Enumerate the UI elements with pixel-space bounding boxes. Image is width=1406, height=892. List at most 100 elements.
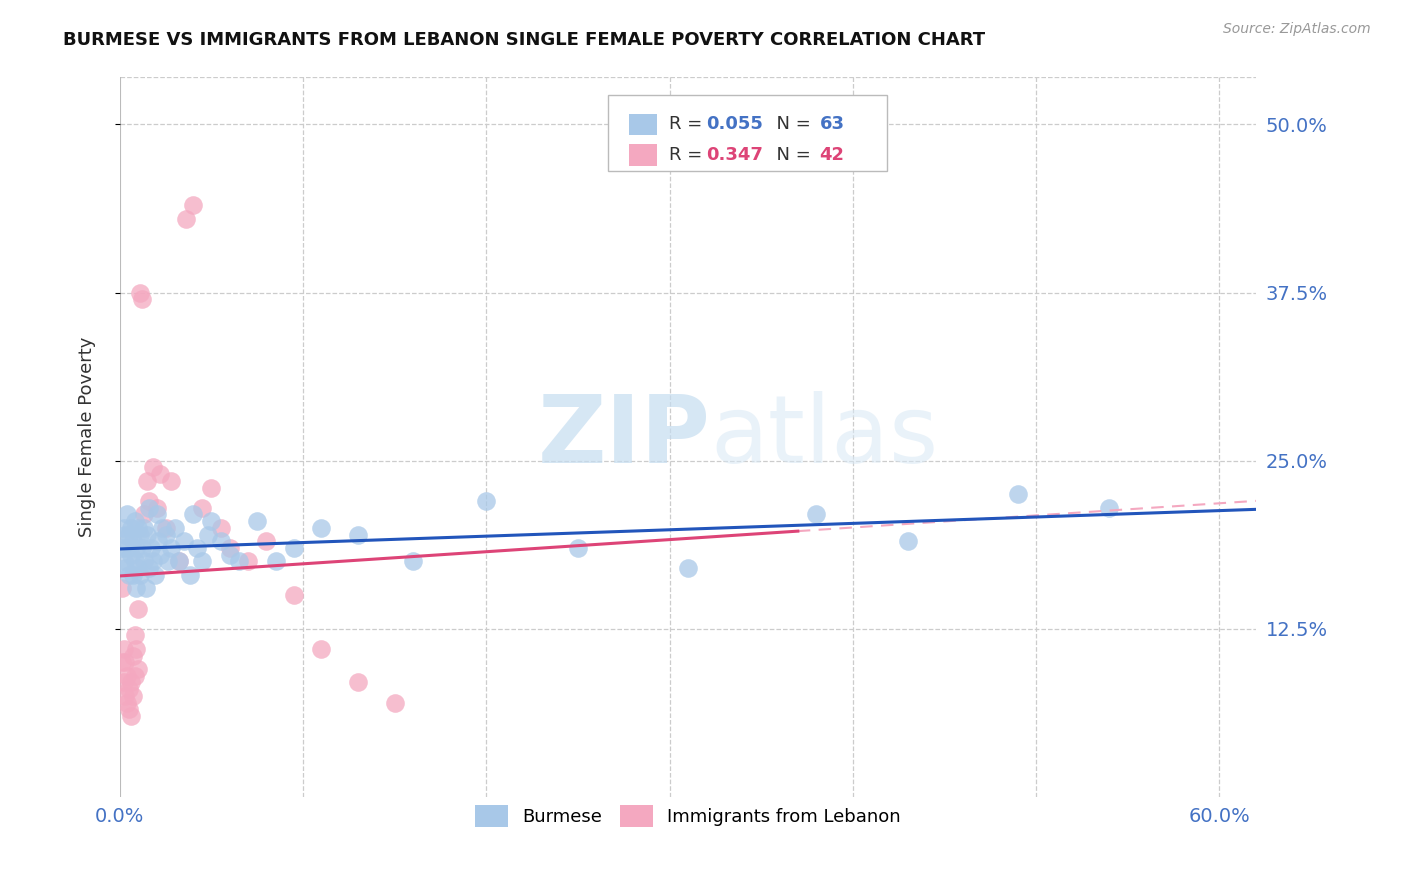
Point (246, 514, 269, 528)
Point (120, 548, 142, 562)
Point (132, 521, 155, 535)
Point (112, 675, 135, 690)
Point (138, 561, 160, 575)
Point (136, 527, 159, 541)
Point (209, 534, 232, 549)
Point (124, 628, 146, 642)
Point (149, 548, 172, 562)
Legend: Burmese, Immigrants from Lebanon: Burmese, Immigrants from Lebanon (468, 798, 908, 835)
Point (163, 521, 186, 535)
Point (121, 689, 143, 703)
Point (804, 508, 827, 522)
Point (127, 662, 149, 676)
Point (132, 508, 155, 522)
Point (114, 689, 136, 703)
Point (139, 541, 162, 555)
Point (191, 554, 214, 568)
Point (402, 554, 425, 568)
Point (191, 500, 214, 515)
Point (567, 541, 589, 555)
Point (129, 285, 152, 300)
Point (142, 460, 165, 475)
Text: R =: R = (669, 146, 707, 164)
Point (124, 669, 146, 683)
Point (114, 527, 136, 541)
Point (120, 709, 142, 723)
Point (676, 561, 699, 575)
Point (173, 534, 195, 549)
Point (114, 656, 136, 670)
Point (127, 601, 149, 615)
Point (236, 554, 259, 568)
Point (179, 568, 201, 582)
Point (111, 582, 134, 596)
Point (112, 641, 135, 656)
Point (142, 554, 165, 568)
Point (1098, 500, 1121, 515)
Point (129, 568, 152, 582)
Point (1007, 487, 1029, 501)
Text: atlas: atlas (710, 391, 939, 483)
Point (311, 641, 333, 656)
FancyBboxPatch shape (609, 95, 887, 171)
Point (124, 554, 146, 568)
Text: Source: ZipAtlas.com: Source: ZipAtlas.com (1223, 22, 1371, 37)
Point (121, 534, 143, 549)
Point (124, 514, 146, 528)
Point (283, 588, 305, 602)
Point (200, 514, 222, 528)
Point (156, 554, 179, 568)
Text: 42: 42 (820, 146, 845, 164)
Point (131, 293, 153, 307)
Point (228, 554, 250, 568)
Point (181, 198, 204, 212)
Point (150, 521, 173, 535)
Text: ZIP: ZIP (537, 391, 710, 483)
FancyBboxPatch shape (628, 113, 657, 135)
Point (145, 500, 167, 515)
Point (181, 508, 204, 522)
Point (160, 474, 183, 488)
Point (115, 669, 138, 683)
Text: N =: N = (765, 115, 817, 133)
Text: 0.347: 0.347 (706, 146, 763, 164)
Point (118, 527, 141, 541)
Point (200, 481, 222, 495)
Point (112, 521, 135, 535)
Point (118, 682, 141, 697)
Point (115, 541, 138, 555)
Point (143, 568, 166, 582)
Point (138, 500, 160, 515)
Point (160, 541, 183, 555)
Point (155, 527, 177, 541)
Point (111, 656, 134, 670)
Point (127, 521, 149, 535)
Point (125, 641, 148, 656)
Point (131, 541, 153, 555)
Point (155, 521, 177, 535)
Point (264, 554, 287, 568)
Point (120, 675, 142, 690)
Text: R =: R = (669, 115, 707, 133)
Point (121, 648, 143, 663)
Point (145, 508, 167, 522)
Point (475, 494, 498, 508)
Point (174, 211, 197, 226)
Point (114, 561, 136, 575)
Point (121, 568, 143, 582)
Point (115, 508, 138, 522)
Point (149, 467, 172, 481)
Point (112, 554, 135, 568)
Point (125, 541, 148, 555)
Point (125, 582, 148, 596)
Point (118, 702, 141, 716)
Point (167, 554, 190, 568)
Point (283, 541, 305, 555)
Point (136, 474, 159, 488)
Point (218, 541, 240, 555)
Text: BURMESE VS IMMIGRANTS FROM LEBANON SINGLE FEMALE POVERTY CORRELATION CHART: BURMESE VS IMMIGRANTS FROM LEBANON SINGL… (63, 31, 986, 49)
Text: 0.055: 0.055 (706, 115, 763, 133)
Point (132, 554, 155, 568)
Point (384, 696, 406, 710)
Point (127, 561, 149, 575)
